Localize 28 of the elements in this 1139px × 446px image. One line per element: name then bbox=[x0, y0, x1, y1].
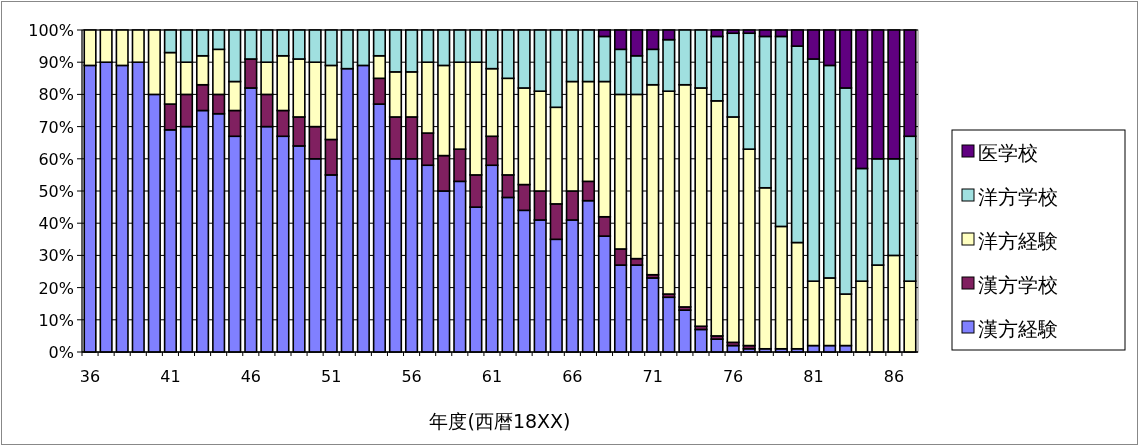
x-tick-label: 81 bbox=[803, 367, 824, 386]
y-tick-label: 20% bbox=[38, 278, 74, 298]
y-tick-label: 90% bbox=[38, 53, 74, 73]
legend-label: 漢方経験 bbox=[978, 317, 1058, 341]
y-tick-label: 10% bbox=[38, 310, 74, 330]
legend-label: 漢方学校 bbox=[978, 273, 1058, 297]
y-tick-label: 80% bbox=[38, 85, 74, 105]
x-tick-label: 46 bbox=[240, 367, 261, 386]
legend-label: 洋方経験 bbox=[978, 229, 1058, 253]
x-tick-label: 71 bbox=[642, 367, 663, 386]
y-tick-label: 0% bbox=[48, 343, 74, 362]
x-tick-label: 66 bbox=[562, 367, 583, 386]
x-tick-label: 76 bbox=[722, 367, 744, 386]
x-tick-label: 61 bbox=[481, 367, 503, 386]
legend-label: 洋方学校 bbox=[978, 185, 1058, 209]
y-tick-label: 30% bbox=[38, 246, 74, 266]
x-tick-label: 36 bbox=[79, 367, 101, 386]
x-axis-title: 年度(西暦18XX) bbox=[429, 410, 571, 432]
x-tick-label: 56 bbox=[401, 367, 422, 386]
y-tick-label: 60% bbox=[38, 149, 74, 169]
y-tick-label: 50% bbox=[38, 182, 74, 201]
x-tick-label: 86 bbox=[883, 367, 905, 386]
x-tick-label: 51 bbox=[321, 367, 342, 386]
y-tick-label: 70% bbox=[38, 117, 74, 137]
x-tick-label: 41 bbox=[160, 367, 181, 386]
legend-label: 医学校 bbox=[978, 141, 1038, 165]
y-tick-label: 40% bbox=[38, 214, 74, 234]
y-tick-label: 100% bbox=[28, 21, 74, 40]
